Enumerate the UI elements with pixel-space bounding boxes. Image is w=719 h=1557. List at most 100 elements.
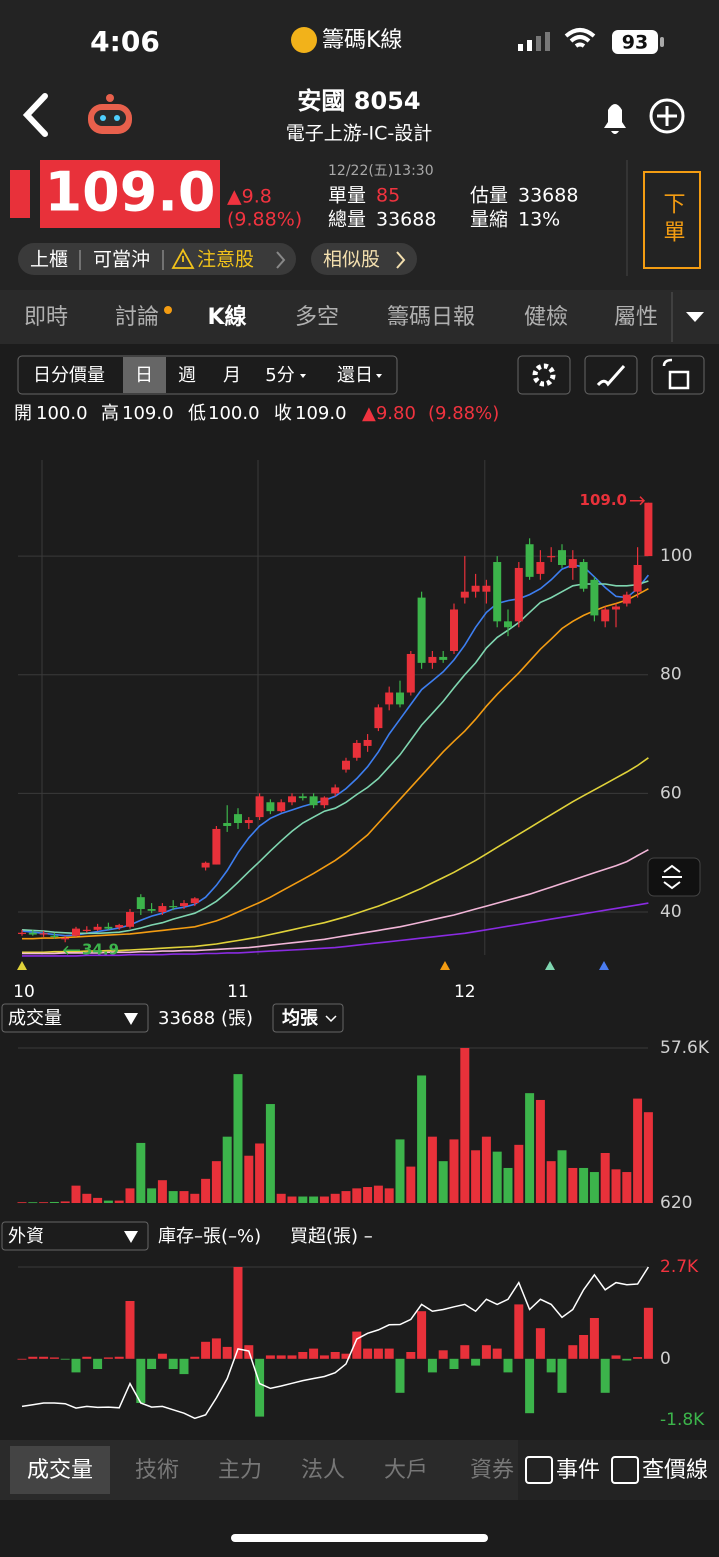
tag: 注意股: [197, 249, 254, 271]
volume-bar: [222, 1136, 232, 1203]
volume-bar: [71, 1185, 81, 1203]
net-buy-bar: [222, 1346, 232, 1359]
add-button[interactable]: [649, 98, 685, 134]
more-tabs[interactable]: [686, 312, 704, 322]
line-series: [22, 902, 649, 957]
net-buy-bar: [492, 1348, 502, 1359]
volume-bar: [395, 1139, 405, 1203]
period-selected: [123, 357, 166, 393]
period-option[interactable]: 日: [135, 365, 153, 386]
volume-bar: [147, 1188, 157, 1203]
foreign-selector[interactable]: [1, 1221, 149, 1251]
period-option[interactable]: 週: [178, 365, 196, 386]
ohlc-change-pct: (9.88%): [428, 403, 499, 424]
candle-body: [644, 502, 653, 557]
ai-robot-icon[interactable]: [88, 94, 132, 134]
home-indicator: [231, 1534, 488, 1542]
volume-bar: [514, 1144, 524, 1203]
volume-bar: [525, 1093, 535, 1203]
back-button[interactable]: [22, 93, 48, 137]
period-group: 日分價量 日 週 月 5分 還日: [33, 365, 373, 386]
tab[interactable]: 屬性: [614, 305, 658, 330]
period-option[interactable]: 月: [223, 365, 241, 386]
bottom-tab[interactable]: 主力: [218, 1458, 262, 1483]
draw-button[interactable]: [584, 355, 638, 395]
net-buy-bar: [568, 1345, 578, 1359]
y-tick-label: 60: [660, 783, 682, 803]
battery-tip: [660, 37, 664, 47]
chevron: [276, 251, 286, 269]
volume-bar: [319, 1196, 329, 1203]
est-volume: 33688: [518, 185, 578, 207]
order-button[interactable]: [643, 171, 701, 269]
tab[interactable]: 健檢: [524, 305, 568, 330]
avg-button[interactable]: [272, 1003, 344, 1033]
bottom-tabs: 成交量 技術 主力 法人 大戶 資券: [27, 1458, 514, 1483]
net-buy-bar: [60, 1358, 70, 1360]
candle-body: [147, 909, 156, 911]
volume-bar: [633, 1098, 643, 1203]
candle-body: [18, 932, 26, 934]
candle-body: [471, 585, 480, 592]
stock-title: 安國 8054: [297, 87, 420, 115]
net-buy-bar: [557, 1358, 567, 1393]
candle-body: [234, 814, 242, 824]
candle-body: [190, 898, 199, 904]
annotation-arrow: [630, 496, 646, 506]
volume-bar: [255, 1143, 265, 1203]
volume-bar: [449, 1139, 459, 1203]
bottom-tab[interactable]: 技術: [135, 1458, 179, 1483]
bottom-tab[interactable]: 資券: [470, 1458, 514, 1483]
volume-bar: [49, 1201, 59, 1203]
tab[interactable]: 討論: [115, 305, 159, 330]
warning-icon: [171, 248, 195, 269]
rotate-button[interactable]: [651, 355, 705, 395]
volume-bar: [276, 1193, 286, 1203]
tab[interactable]: 多空: [295, 305, 339, 330]
candle-body: [385, 692, 394, 705]
order-button-label[interactable]: 下單: [660, 192, 685, 248]
avg-button-label: 均張: [282, 1007, 319, 1029]
candle-body: [622, 594, 631, 604]
candle-body: [428, 656, 437, 663]
similar-pill[interactable]: [311, 243, 417, 275]
net-buy-bar: [190, 1356, 200, 1359]
checkbox[interactable]: [525, 1456, 553, 1484]
line-series: [21, 1266, 650, 1420]
candle-body: [28, 932, 37, 935]
tab-group: 即時 討論 K線 多空 籌碼日報 健檢 屬性: [24, 304, 658, 330]
chevron: [325, 1015, 337, 1023]
candle-body: [504, 621, 512, 628]
volume-bar: [82, 1193, 92, 1203]
net-buy-bar: [233, 1267, 243, 1359]
tag: 可當沖: [93, 249, 150, 271]
tab[interactable]: 即時: [24, 305, 68, 330]
candle-body: [590, 579, 599, 616]
tab[interactable]: 籌碼日報: [387, 305, 475, 330]
net-buy-bar: [39, 1356, 49, 1359]
candle-body: [93, 926, 102, 930]
volume-bar: [643, 1112, 653, 1203]
volume-bar: [125, 1188, 135, 1203]
bottom-tab[interactable]: 法人: [301, 1458, 345, 1483]
volume-total: 33688 (張): [158, 1008, 253, 1029]
candle-body: [601, 609, 610, 622]
net-buy-bar: [276, 1355, 286, 1359]
period-option[interactable]: 還日: [337, 365, 373, 386]
ohlc-label: 開: [14, 403, 32, 424]
settings-button[interactable]: [517, 355, 571, 395]
checkbox[interactable]: [611, 1456, 639, 1484]
bottom-tab[interactable]: 大戶: [384, 1458, 428, 1483]
period-option[interactable]: 5分: [265, 365, 294, 386]
tab[interactable]: K線: [207, 304, 246, 330]
bottom-tab[interactable]: 成交量: [27, 1458, 93, 1483]
volume-selector[interactable]: [1, 1003, 149, 1033]
ohlc-value: 100.0: [208, 403, 260, 424]
total-volume-label: 總量: [328, 209, 366, 231]
period-option[interactable]: 日分價量: [33, 365, 105, 386]
est-volume-label: 估量: [470, 185, 508, 207]
tag-pill[interactable]: [18, 243, 296, 275]
alert-bell[interactable]: [604, 104, 626, 134]
net-buy-bar: [395, 1358, 405, 1393]
net-buy-bar: [265, 1355, 275, 1359]
